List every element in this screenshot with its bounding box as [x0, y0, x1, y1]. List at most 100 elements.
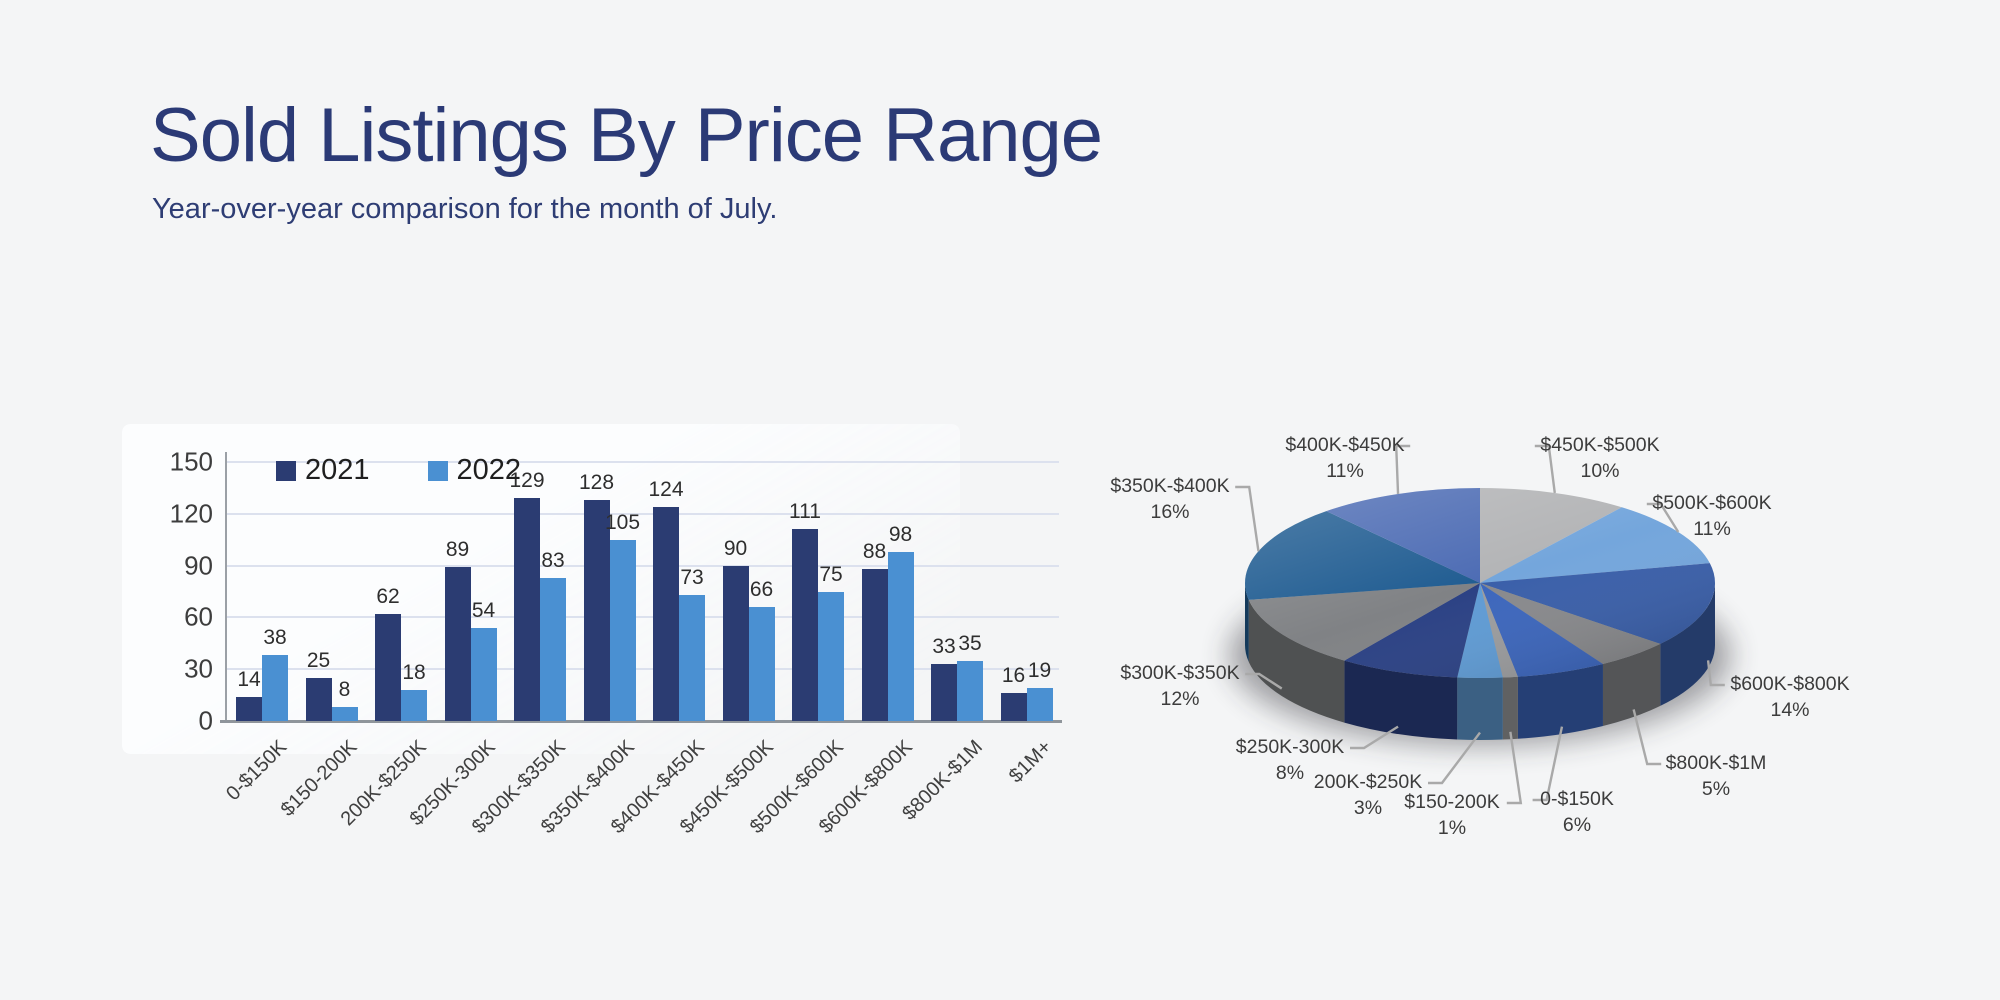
- bar-value-label: 33: [932, 635, 956, 659]
- bar-2021: [305, 677, 332, 721]
- bar-2022: [401, 689, 427, 721]
- bar-2022: [748, 607, 775, 721]
- y-tick-label: 150: [169, 446, 213, 477]
- bar-value-label: 90: [723, 536, 748, 560]
- pie-callout-line: [1235, 485, 1260, 552]
- bar-value-label: 18: [402, 660, 426, 684]
- bar-value-label: 38: [263, 626, 287, 650]
- y-tick-label: 0: [198, 705, 213, 736]
- bar-value-label: 19: [1027, 659, 1052, 683]
- grid-line: [227, 616, 1059, 619]
- pie-label: 0-$150K 6%: [1540, 788, 1614, 836]
- pie-label: $250K-300K 8%: [1235, 736, 1345, 784]
- bar-value-label: 66: [749, 578, 774, 602]
- bar-value-label: 124: [648, 477, 684, 501]
- pie-slice-wall: [1517, 663, 1603, 739]
- bar-2021: [514, 498, 540, 721]
- grid-line: [227, 564, 1059, 567]
- pie-callout-line: [1245, 672, 1283, 690]
- page-subtitle: Year-over-year comparison for the month …: [152, 193, 778, 226]
- bar-value-label: 111: [789, 500, 821, 524]
- bar-2022: [609, 539, 636, 721]
- bar-value-label: 62: [376, 584, 400, 608]
- bar-2021: [583, 499, 610, 721]
- x-axis-line: [220, 720, 1062, 723]
- bar-2022: [679, 594, 705, 721]
- pie-label: $400K-$450K 11%: [1285, 434, 1405, 482]
- bar-2022: [331, 707, 358, 721]
- bar-2021: [931, 664, 957, 721]
- legend-item-2021: 2021: [276, 454, 370, 487]
- pie-slice-wall: [1502, 676, 1518, 740]
- page-title: Sold Listings By Price Range: [150, 93, 1103, 178]
- bar-value-label: 128: [578, 470, 615, 494]
- bar-2021: [722, 565, 749, 721]
- bar-2021: [375, 613, 401, 721]
- pie-label: $350K-$400K 16%: [1110, 475, 1230, 523]
- bar-value-label: 98: [888, 522, 913, 546]
- pie-slice-wall: [1344, 660, 1458, 740]
- bar-2021: [444, 567, 471, 721]
- bar-2022: [470, 627, 497, 721]
- y-tick-label: 90: [184, 550, 213, 581]
- pie-slice-wall: [1457, 677, 1503, 741]
- pie-label: $600K-$800K 14%: [1730, 673, 1850, 721]
- legend-label-2021: 2021: [305, 454, 370, 486]
- bar-2022: [887, 551, 914, 721]
- pie-callout-line: [1632, 709, 1662, 766]
- y-tick-label: 60: [184, 601, 213, 632]
- bar-value-label: 73: [680, 565, 704, 589]
- bar-2022: [957, 660, 983, 721]
- pie-callout-line: [1506, 731, 1523, 805]
- bar-value-label: 14: [237, 667, 261, 691]
- grid-line: [227, 668, 1059, 671]
- bar-2022: [818, 591, 844, 721]
- y-tick-label: 30: [184, 653, 213, 684]
- bar-value-label: 129: [509, 469, 545, 493]
- bar-2021: [1000, 693, 1027, 721]
- grid-line: [227, 461, 1059, 463]
- legend-swatch-2021: [276, 460, 296, 481]
- bar-2021: [236, 696, 262, 721]
- bar-2021: [653, 506, 679, 721]
- pie-label: $500K-$600K 11%: [1652, 492, 1772, 540]
- bar-2022: [1026, 688, 1053, 721]
- bar-value-label: 54: [471, 598, 496, 622]
- legend-swatch-2022: [427, 460, 448, 481]
- bar-value-label: 83: [541, 548, 565, 572]
- pie-label: $450K-$500K 10%: [1540, 434, 1660, 482]
- pie-callout-line: [1350, 725, 1399, 750]
- bar-value-label: 25: [306, 648, 331, 672]
- pie-label: 200K-$250K 3%: [1313, 771, 1423, 819]
- pie-label: $300K-$350K 12%: [1120, 662, 1240, 710]
- bar-2021: [861, 569, 888, 721]
- header: Sold Listings By Price Range Year-over-y…: [150, 92, 1103, 226]
- bar-2022: [540, 577, 566, 721]
- pie-callout-line: [1394, 444, 1411, 495]
- bar-value-label: 88: [862, 540, 887, 564]
- pie-callout-line: [1646, 502, 1680, 533]
- bar-value-label: 16: [1001, 664, 1026, 688]
- pie-label: $800K-$1M 5%: [1665, 752, 1767, 800]
- bar-value-label: 105: [604, 510, 641, 534]
- bar-2021: [792, 529, 818, 721]
- legend: 2021 2022: [276, 454, 579, 487]
- pie-callout-line: [1532, 726, 1564, 802]
- pie-callout-line: [1534, 444, 1556, 494]
- bar-value-label: 35: [958, 631, 982, 655]
- pie-label: $150-200K 1%: [1404, 791, 1500, 839]
- bar-value-label: 89: [445, 538, 470, 562]
- y-tick-label: 120: [169, 498, 213, 529]
- legend-item-2022: 2022: [427, 454, 522, 487]
- grid-line: [227, 512, 1059, 515]
- legend-label-2022: 2022: [456, 454, 522, 486]
- bar-value-label: 75: [819, 562, 843, 586]
- y-axis-line: [225, 452, 227, 721]
- bar-2022: [262, 655, 288, 721]
- pie-callout-line: [1428, 731, 1481, 785]
- pie-callout-line: [1706, 660, 1725, 687]
- bar-value-label: 8: [338, 678, 351, 702]
